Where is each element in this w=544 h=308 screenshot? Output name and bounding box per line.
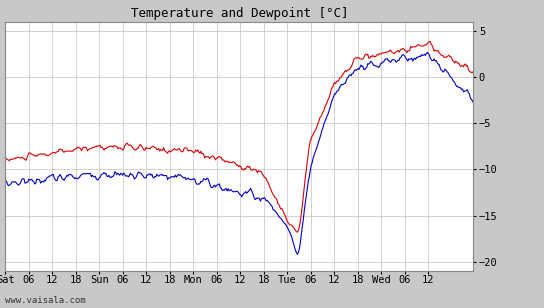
Title: Temperature and Dewpoint [°C]: Temperature and Dewpoint [°C] [131, 7, 348, 20]
Text: www.vaisala.com: www.vaisala.com [5, 296, 86, 305]
